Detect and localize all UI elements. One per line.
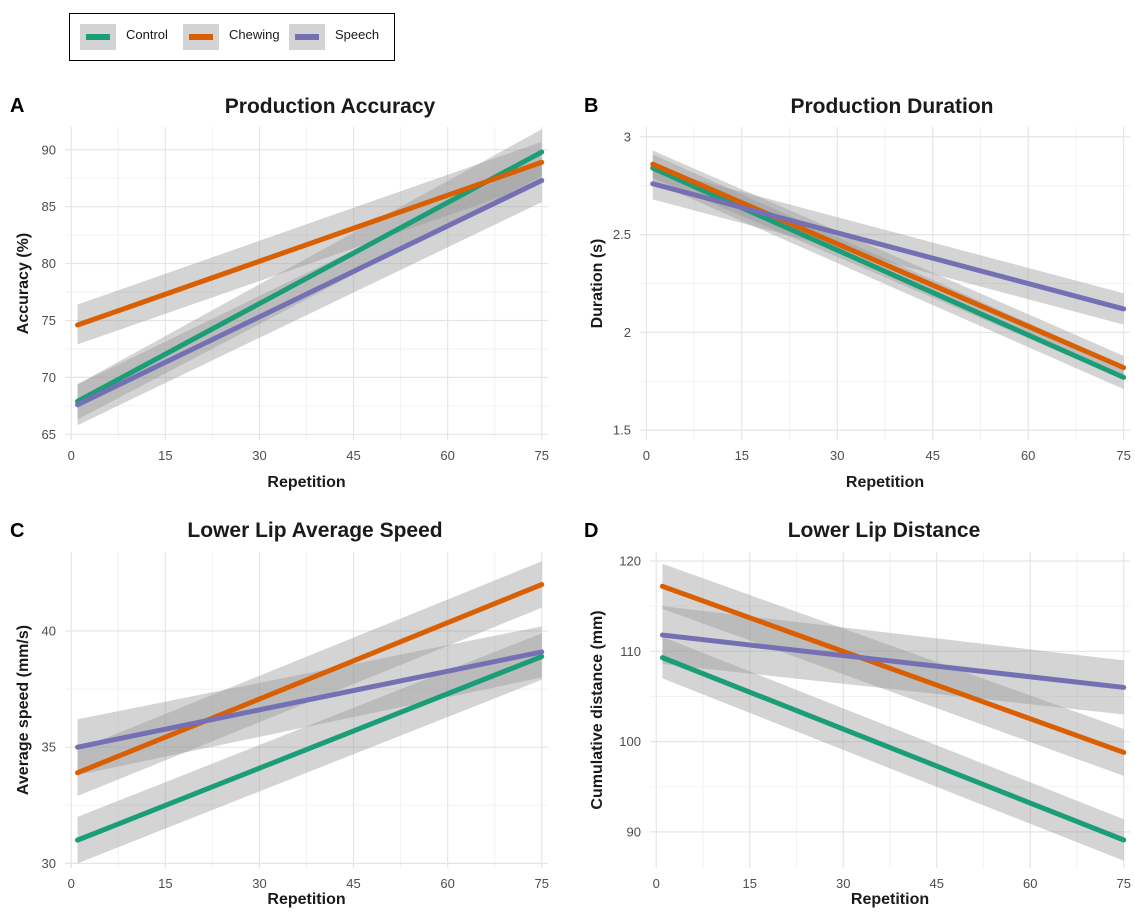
series-line-control [659, 655, 1127, 843]
panel-b: 0 15 30 45 60 75 1.5 2 2.5 3 B Production Duration R… [584, 95, 1131, 491]
series-line-chewing [650, 161, 1127, 371]
x-axis-title: Repetition [851, 891, 929, 908]
x-tick-label: 60 [1021, 448, 1035, 463]
series-line-chewing [75, 159, 545, 328]
x-tick-label: 0 [68, 876, 75, 891]
legend-key-control [80, 24, 116, 50]
x-tick-label: 75 [534, 876, 548, 891]
y-tick-label: 85 [42, 199, 56, 214]
x-tick-label: 30 [836, 876, 850, 891]
legend-label-speech: Speech [335, 27, 380, 42]
legend-label-control: Control [126, 27, 168, 42]
x-tick-label: 60 [440, 448, 454, 463]
panel-a: 0 15 30 45 60 75 65 70 75 80 85 90 A Production Accur… [10, 95, 549, 491]
legend-swatch-chewing [189, 34, 213, 40]
panel-title: Production Accuracy [225, 95, 436, 118]
x-tick-label: 0 [643, 448, 650, 463]
series-line-control [650, 165, 1127, 380]
y-tick-label: 120 [619, 554, 641, 569]
y-tick-label: 110 [620, 644, 641, 659]
y-tick-label: 80 [42, 256, 56, 271]
y-tick-label: 3 [624, 129, 631, 144]
series-line-chewing [75, 582, 545, 776]
x-axis-title: Repetition [267, 474, 345, 491]
x-tick-label: 30 [830, 448, 844, 463]
x-tick-label: 15 [743, 876, 757, 891]
panel-tag: A [10, 95, 24, 117]
y-axis-title: Accuracy (%) [15, 233, 32, 334]
x-tick-label: 45 [925, 448, 939, 463]
panel-title: Lower Lip Average Speed [187, 519, 442, 542]
legend: Control Chewing Speech [69, 13, 395, 61]
x-tick-label: 15 [735, 448, 749, 463]
y-tick-label: 90 [627, 824, 641, 839]
legend-key-chewing [183, 24, 219, 50]
panel-c: 0 15 30 45 60 75 30 35 40 C Lower Lip Average Spee… [10, 519, 549, 908]
y-axis-title: Cumulative distance (mm) [589, 610, 606, 809]
x-tick-label: 60 [440, 876, 454, 891]
y-tick-label: 2 [624, 325, 631, 340]
x-axis-title: Repetition [267, 891, 345, 908]
x-axis-title: Repetition [846, 474, 924, 491]
x-tick-label: 15 [158, 448, 172, 463]
panel-title: Lower Lip Distance [788, 519, 981, 542]
legend-swatch-control [86, 34, 110, 40]
x-tick-label: 45 [930, 876, 944, 891]
legend-label-chewing: Chewing [229, 27, 280, 42]
y-tick-label: 65 [42, 427, 56, 442]
x-tick-label: 30 [252, 448, 266, 463]
series-line-speech [659, 632, 1127, 690]
x-tick-label: 0 [68, 448, 75, 463]
series-line-control [75, 654, 545, 843]
y-tick-label: 30 [42, 856, 56, 871]
series-line-speech [650, 181, 1127, 312]
panel-title: Production Duration [791, 95, 994, 118]
y-tick-label: 2.5 [613, 227, 631, 242]
panel-tag: C [10, 520, 24, 542]
x-tick-label: 30 [252, 876, 266, 891]
series-line-chewing [659, 583, 1127, 755]
y-tick-label: 40 [42, 624, 56, 639]
legend-key-speech [289, 24, 325, 50]
y-tick-label: 1.5 [613, 423, 631, 438]
y-axis-title: Average speed (mm/s) [15, 625, 32, 795]
legend-swatch-speech [295, 34, 319, 40]
series-line-control [75, 149, 545, 404]
series-line-speech [75, 177, 545, 408]
y-tick-label: 75 [42, 313, 56, 328]
panel-tag: B [584, 95, 598, 117]
x-tick-label: 60 [1023, 876, 1037, 891]
x-tick-label: 45 [346, 448, 360, 463]
y-tick-label: 100 [619, 734, 641, 749]
x-tick-label: 75 [534, 448, 548, 463]
panel-d: 0 15 30 45 60 75 90 100 110 120 D Lower Lip Distanc… [584, 519, 1131, 908]
x-tick-label: 15 [158, 876, 172, 891]
y-tick-label: 90 [42, 142, 56, 157]
series-line-speech [75, 649, 545, 750]
y-axis-title: Duration (s) [589, 239, 606, 329]
y-tick-label: 70 [42, 370, 56, 385]
x-tick-label: 45 [346, 876, 360, 891]
x-tick-label: 75 [1116, 448, 1130, 463]
x-tick-label: 0 [653, 876, 660, 891]
y-tick-label: 35 [42, 740, 56, 755]
panel-tag: D [584, 520, 598, 542]
x-tick-label: 75 [1117, 876, 1131, 891]
